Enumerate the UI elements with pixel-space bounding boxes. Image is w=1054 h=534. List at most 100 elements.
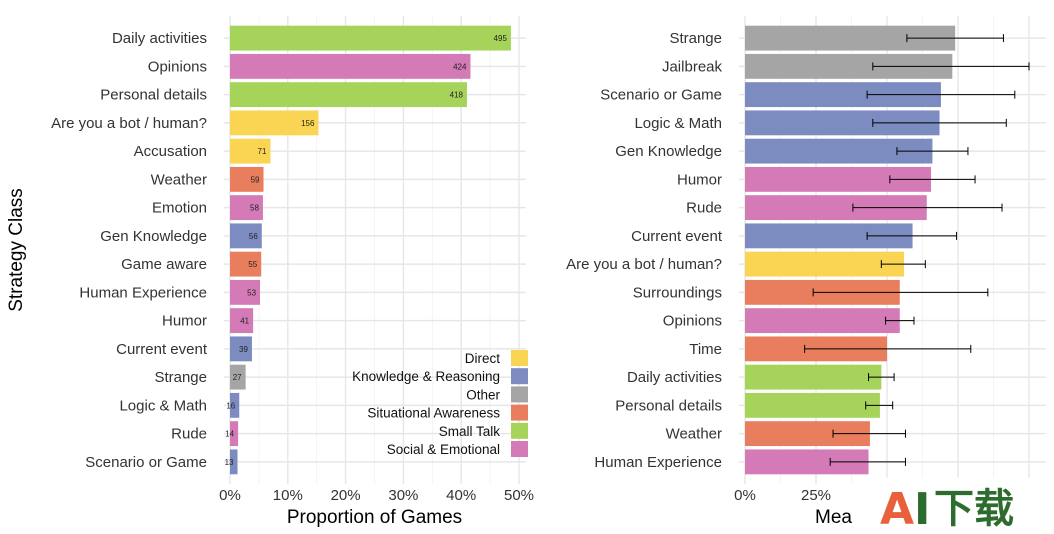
y-tick-label: Gen Knowledge: [100, 228, 207, 245]
y-tick-label: Weather: [151, 171, 207, 188]
bar: [230, 223, 262, 249]
x-tick-label: 10%: [273, 487, 303, 504]
y-tick-label: Scenario or Game: [600, 87, 722, 104]
x-tick-label: 30%: [388, 487, 418, 504]
legend-swatch: [511, 350, 528, 366]
data-label: 13: [225, 458, 234, 467]
data-label: 71: [258, 147, 267, 156]
y-axis-title: Strategy Class: [6, 188, 27, 312]
data-label: 16: [226, 401, 235, 410]
y-tick-label: Humor: [162, 313, 207, 330]
y-tick-label: Scenario or Game: [85, 454, 207, 471]
data-label: 156: [301, 119, 315, 128]
bar: [230, 308, 254, 334]
x-tick-label: 0%: [219, 487, 241, 504]
bar: [230, 336, 252, 362]
left-panel-proportion-of-games: 495 Daily activities 424 Opinions 418 Persona…: [6, 16, 534, 528]
legend-label: Other: [466, 387, 500, 402]
y-tick-label: Human Experience: [594, 454, 722, 471]
watermark-logo: A I 下载: [855, 478, 1054, 534]
y-tick-label: Are you a bot / human?: [51, 115, 207, 132]
y-tick-label: Game aware: [121, 256, 207, 273]
data-label: 424: [453, 62, 467, 71]
bar: [745, 392, 880, 418]
right-panel-mean: Strange Jailbreak Scenario or Game Logic & …: [566, 16, 1046, 528]
y-tick-label: Opinions: [148, 58, 207, 75]
legend-swatch: [511, 404, 528, 421]
legend-label: Situational Awareness: [367, 406, 500, 421]
bar: [230, 166, 264, 192]
bar: [230, 25, 511, 51]
y-tick-label: Logic & Math: [634, 115, 722, 132]
data-label: 53: [247, 288, 256, 297]
y-tick-label: Logic & Math: [119, 397, 207, 414]
watermark-letter-i: I: [914, 484, 930, 534]
legend-swatch: [511, 386, 528, 403]
data-label: 55: [248, 260, 257, 269]
y-tick-label: Rude: [686, 200, 722, 217]
x-tick-label: 20%: [331, 487, 361, 504]
y-tick-label: Personal details: [100, 87, 207, 104]
legend-label: Knowledge & Reasoning: [352, 369, 500, 384]
legend-swatch: [511, 368, 528, 385]
bar: [230, 53, 471, 79]
x-tick-label: 25%: [801, 487, 831, 504]
data-label: 39: [239, 345, 248, 354]
y-tick-label: Opinions: [663, 313, 722, 330]
y-tick-label: Weather: [666, 426, 722, 443]
legend-label: Direct: [465, 351, 501, 366]
y-tick-label: Strange: [669, 30, 722, 47]
data-label: 56: [249, 232, 258, 241]
x-tick-label: 50%: [504, 487, 534, 504]
legend-swatch: [511, 441, 528, 457]
y-tick-label: Personal details: [615, 397, 722, 414]
x-tick-label: 0%: [734, 487, 756, 504]
data-label: 41: [240, 317, 249, 326]
bar: [230, 279, 261, 305]
y-tick-label: Gen Knowledge: [615, 143, 722, 160]
watermark-letter-a: A: [880, 484, 914, 534]
y-tick-label: Current event: [116, 341, 208, 358]
y-tick-label: Daily activities: [112, 30, 207, 47]
y-tick-label: Accusation: [134, 143, 207, 160]
bar: [230, 82, 467, 108]
legend: Direct Knowledge & Reasoning Other Situatio…: [352, 350, 528, 457]
bar: [230, 449, 238, 475]
legend-label: Social & Emotional: [387, 442, 500, 457]
data-label: 495: [494, 34, 508, 43]
legend-label: Small Talk: [439, 424, 501, 439]
watermark-background: [855, 478, 1054, 534]
x-axis-title: Proportion of Games: [287, 507, 462, 528]
watermark-chinese-text: 下载: [934, 486, 1014, 532]
data-label: 418: [450, 91, 464, 100]
data-label: 58: [250, 204, 259, 213]
data-label: 27: [233, 373, 242, 382]
y-tick-label: Strange: [154, 369, 207, 386]
bar: [230, 110, 319, 136]
data-label: 14: [225, 430, 234, 439]
x-tick-label: 40%: [446, 487, 476, 504]
bar: [230, 251, 262, 277]
x-axis-title: Mea: [815, 507, 852, 528]
legend-swatch: [511, 422, 528, 439]
bar: [230, 364, 246, 390]
bar: [745, 308, 900, 334]
bar: [745, 251, 905, 277]
y-tick-label: Daily activities: [627, 369, 722, 386]
y-tick-label: Emotion: [152, 200, 207, 217]
bar: [230, 392, 240, 418]
y-tick-label: Surroundings: [633, 284, 722, 301]
y-tick-label: Rude: [171, 426, 207, 443]
bar: [745, 364, 882, 390]
y-tick-label: Human Experience: [79, 284, 207, 301]
bar: [230, 421, 239, 447]
data-label: 59: [251, 175, 260, 184]
y-tick-label: Current event: [631, 228, 723, 245]
y-tick-label: Humor: [677, 171, 722, 188]
y-tick-label: Are you a bot / human?: [566, 256, 722, 273]
y-tick-label: Time: [689, 341, 722, 358]
y-tick-label: Jailbreak: [662, 58, 723, 75]
bar: [230, 195, 263, 221]
bar: [230, 138, 271, 164]
